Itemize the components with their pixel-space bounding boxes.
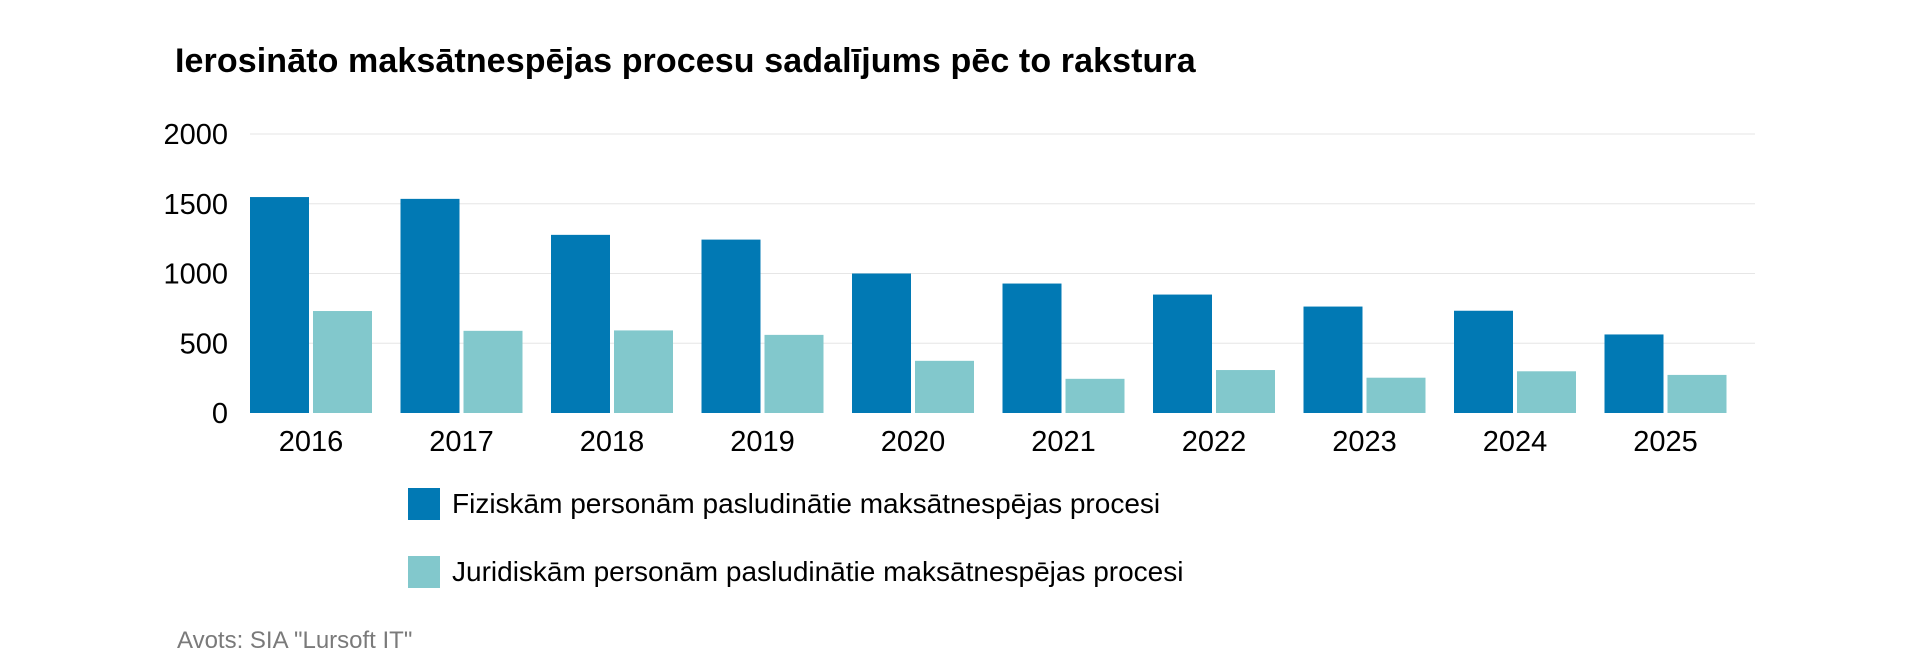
x-tick-label: 2018 xyxy=(580,426,645,458)
bar-fiziskam-2021 xyxy=(1002,283,1062,413)
bar-fiziskam-2025 xyxy=(1604,334,1664,413)
legend-swatch-juridiskam xyxy=(408,556,440,588)
legend-label-fiziskam: Fiziskām personām pasludinātie maksātnes… xyxy=(452,488,1161,519)
x-tick-label: 2019 xyxy=(730,426,795,458)
y-tick-label: 2000 xyxy=(163,119,228,151)
bar-juridiskam-2023 xyxy=(1366,377,1426,413)
bars xyxy=(250,197,1727,413)
bar-juridiskam-2018 xyxy=(614,330,673,413)
legend-swatch-fiziskam xyxy=(408,488,440,520)
y-tick-label: 0 xyxy=(212,398,228,430)
bar-juridiskam-2022 xyxy=(1216,370,1275,413)
bar-fiziskam-2018 xyxy=(551,234,610,413)
x-tick-label: 2021 xyxy=(1031,426,1096,458)
x-tick-label: 2022 xyxy=(1182,426,1247,458)
y-tick-label: 1500 xyxy=(163,189,228,221)
bar-fiziskam-2017 xyxy=(400,198,460,413)
source-note: Avots: SIA "Lursoft IT" xyxy=(177,627,413,654)
y-tick-label: 500 xyxy=(180,328,228,360)
x-tick-label: 2023 xyxy=(1332,426,1397,458)
bar-juridiskam-2020 xyxy=(915,360,974,413)
bar-juridiskam-2019 xyxy=(764,334,824,413)
bar-fiziskam-2019 xyxy=(701,239,761,413)
bar-fiziskam-2016 xyxy=(250,197,309,413)
x-tick-label: 2020 xyxy=(881,426,946,458)
x-axis-ticks: 2016 2017 2018 2019 2020 2021 2022 2023 2024 2025 xyxy=(279,426,1698,458)
bar-juridiskam-2017 xyxy=(463,330,523,413)
chart-title: Ierosināto maksātnespējas procesu sadalī… xyxy=(175,42,1196,80)
x-tick-label: 2017 xyxy=(429,426,494,458)
bar-fiziskam-2020 xyxy=(852,273,911,413)
y-tick-label: 1000 xyxy=(163,259,228,291)
bar-juridiskam-2021 xyxy=(1065,378,1125,413)
x-tick-label: 2024 xyxy=(1483,426,1548,458)
x-tick-label: 2016 xyxy=(279,426,344,458)
bar-fiziskam-2023 xyxy=(1303,306,1363,413)
x-tick-label: 2025 xyxy=(1633,426,1698,458)
bar-fiziskam-2022 xyxy=(1153,294,1212,413)
y-axis-ticks: 0 500 1000 1500 2000 xyxy=(163,119,228,430)
bar-juridiskam-2016 xyxy=(313,311,372,413)
legend-label-juridiskam: Juridiskām personām pasludinātie maksātn… xyxy=(452,556,1184,587)
bar-juridiskam-2024 xyxy=(1517,371,1576,413)
bar-fiziskam-2024 xyxy=(1454,310,1513,413)
bar-juridiskam-2025 xyxy=(1667,374,1727,413)
